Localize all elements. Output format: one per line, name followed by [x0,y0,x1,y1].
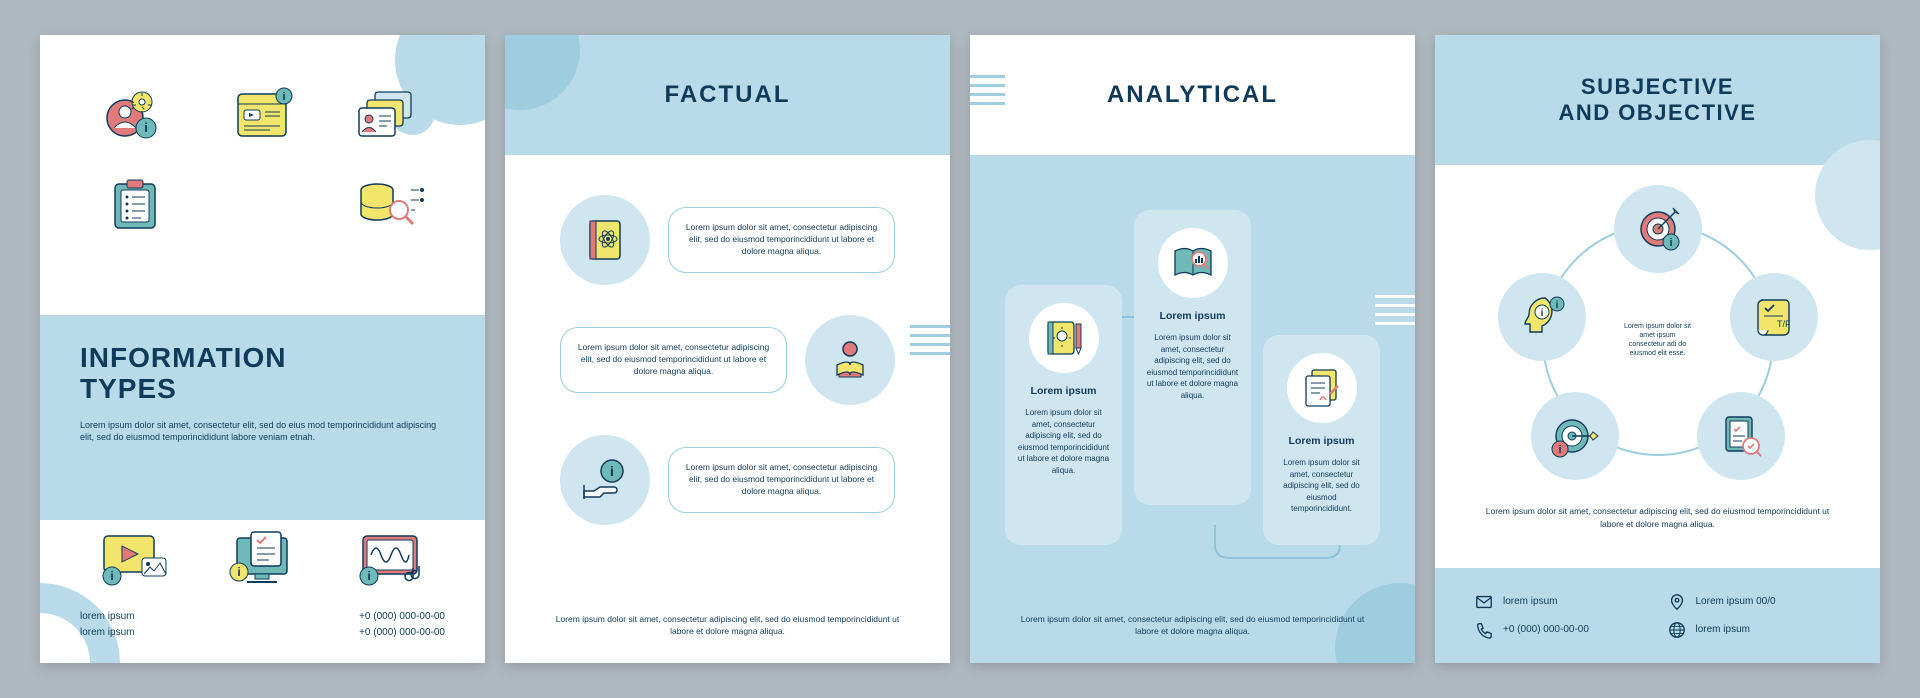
target-info-icon: i [1614,185,1702,273]
card-row: Lorem ipsum Lorem ipsum dolor sit amet, … [1005,210,1380,543]
svg-text:i: i [237,565,240,579]
book-search-chart-icon [1158,228,1228,298]
documents-signed-icon [1287,353,1357,423]
contact-text: lorem ipsum [1503,596,1557,607]
svg-text:i: i [1669,237,1672,249]
footer-text: lorem ipsum [80,611,134,622]
list-item: i Lorem ipsum dolor sit amet, consectetu… [560,435,895,525]
panel-footer-text: Lorem ipsum dolor sit amet, consectetur … [1020,613,1365,639]
hand-info-icon: i [560,435,650,525]
user-gear-info-icon: i [85,80,185,150]
card-label: Lorem ipsum [1031,385,1097,397]
clipboard-search-check-icon [1697,392,1785,480]
icon-row-bottom: i i i [85,525,440,595]
database-search-icon [340,170,440,240]
svg-text:i: i [1540,308,1543,319]
panel-body: Lorem ipsum dolor sit amet, consectetur … [80,419,445,444]
person-reading-icon [805,315,895,405]
scroll-check-icon: T/F [1730,273,1818,361]
card-body: Lorem ipsum dolor sit amet, consectetur … [1017,407,1110,477]
card: Lorem ipsum Lorem ipsum dolor sit amet, … [1263,335,1380,545]
contact-item: lorem ipsum [1668,621,1841,639]
contact-text: lorem ipsum [1696,624,1750,635]
icon-grid-top: i i [85,80,440,240]
contact-item: Lorem ipsum 00/0 [1668,593,1841,611]
cards-user-icon [340,80,440,150]
panel-title: INFORMATION TYPES [80,343,445,405]
card: Lorem ipsum Lorem ipsum dolor sit amet, … [1005,285,1122,545]
panel-title: ANALYTICAL [1107,81,1278,109]
book-gear-pencil-icon [1029,303,1099,373]
contact-footer: lorem ipsum Lorem ipsum 00/0 +0 (000) 00… [1435,568,1880,663]
svg-text:i: i [110,569,113,583]
clipboard-list-icon [85,170,185,240]
footer-phone: +0 (000) 000-00-00 [359,627,445,638]
card: Lorem ipsum Lorem ipsum dolor sit amet, … [1134,210,1251,505]
panel-analytical: ANALYTICAL Lorem ipsum Lorem ipsum dolor… [970,35,1415,663]
contact-text: Lorem ipsum 00/0 [1696,596,1776,607]
svg-text:i: i [610,463,614,479]
head-bulb-info-icon: ii [1498,273,1586,361]
audio-wave-info-icon: i [340,525,440,595]
card-label: Lorem ipsum [1160,310,1226,322]
svg-text:i: i [282,91,285,103]
footer-phone: +0 (000) 000-00-00 [359,611,445,622]
item-text: Lorem ipsum dolor sit amet, consectetur … [668,207,895,273]
footer-text: lorem ipsum [80,627,134,638]
svg-text:i: i [1558,444,1561,456]
contact-item: lorem ipsum [1475,593,1648,611]
item-list: Lorem ipsum dolor sit amet, consectetur … [560,195,895,525]
panel-factual: FACTUAL Lorem ipsum dolor sit amet, cons… [505,35,950,663]
phone-icon [1475,621,1493,639]
card-body: Lorem ipsum dolor sit amet, consectetur … [1146,332,1239,402]
contact-item: +0 (000) 000-00-00 [1475,621,1648,639]
footer-right: +0 (000) 000-00-00 +0 (000) 000-00-00 [359,611,445,638]
footer-left: lorem ipsum lorem ipsum [80,611,134,638]
list-item: Lorem ipsum dolor sit amet, consectetur … [560,315,895,405]
media-play-info-icon: i [85,525,185,595]
panel-header: ANALYTICAL [970,35,1415,155]
card-body: Lorem ipsum dolor sit amet, consectetur … [1275,457,1368,515]
svg-text:i: i [144,120,148,135]
center-text: Lorem ipsum dolor sit amet ipsum consect… [1623,305,1693,375]
panel-title: SUBJECTIVE AND OBJECTIVE [1559,74,1757,127]
panel-title: FACTUAL [665,81,791,109]
svg-text:T/F: T/F [1777,319,1791,329]
list-item: Lorem ipsum dolor sit amet, consectetur … [560,195,895,285]
book-atom-icon [560,195,650,285]
svg-text:i: i [367,569,370,583]
panel-footer-text: Lorem ipsum dolor sit amet, consectetur … [555,613,900,639]
title-block: INFORMATION TYPES Lorem ipsum dolor sit … [40,315,485,520]
circular-diagram: Lorem ipsum dolor sit amet ipsum consect… [1513,195,1803,485]
browser-info-icon: i [213,80,313,150]
panel-subjective-objective: SUBJECTIVE AND OBJECTIVE Lorem ipsum dol… [1435,35,1880,663]
panel-footer: lorem ipsum lorem ipsum +0 (000) 000-00-… [80,611,445,638]
card-label: Lorem ipsum [1289,435,1355,447]
contact-text: +0 (000) 000-00-00 [1503,624,1589,635]
monitor-check-info-icon: i [213,525,313,595]
panel-information-types: i i INFORMATION TYPES Lorem ipsum dolor … [40,35,485,663]
panel-body-text: Lorem ipsum dolor sit amet, consectetur … [1485,505,1830,531]
item-text: Lorem ipsum dolor sit amet, consectetur … [668,447,895,513]
svg-text:i: i [1555,300,1558,311]
deco-lines [910,325,950,355]
mail-icon [1475,593,1493,611]
deco-lines [1375,295,1415,325]
panel-header: SUBJECTIVE AND OBJECTIVE [1435,35,1880,165]
deco-lines [970,75,1005,105]
panel-body-bg: Lorem ipsum Lorem ipsum dolor sit amet, … [970,155,1415,663]
item-text: Lorem ipsum dolor sit amet, consectetur … [560,327,787,393]
globe-icon [1668,621,1686,639]
target-arrow-info-icon: i [1531,392,1619,480]
pin-icon [1668,593,1686,611]
